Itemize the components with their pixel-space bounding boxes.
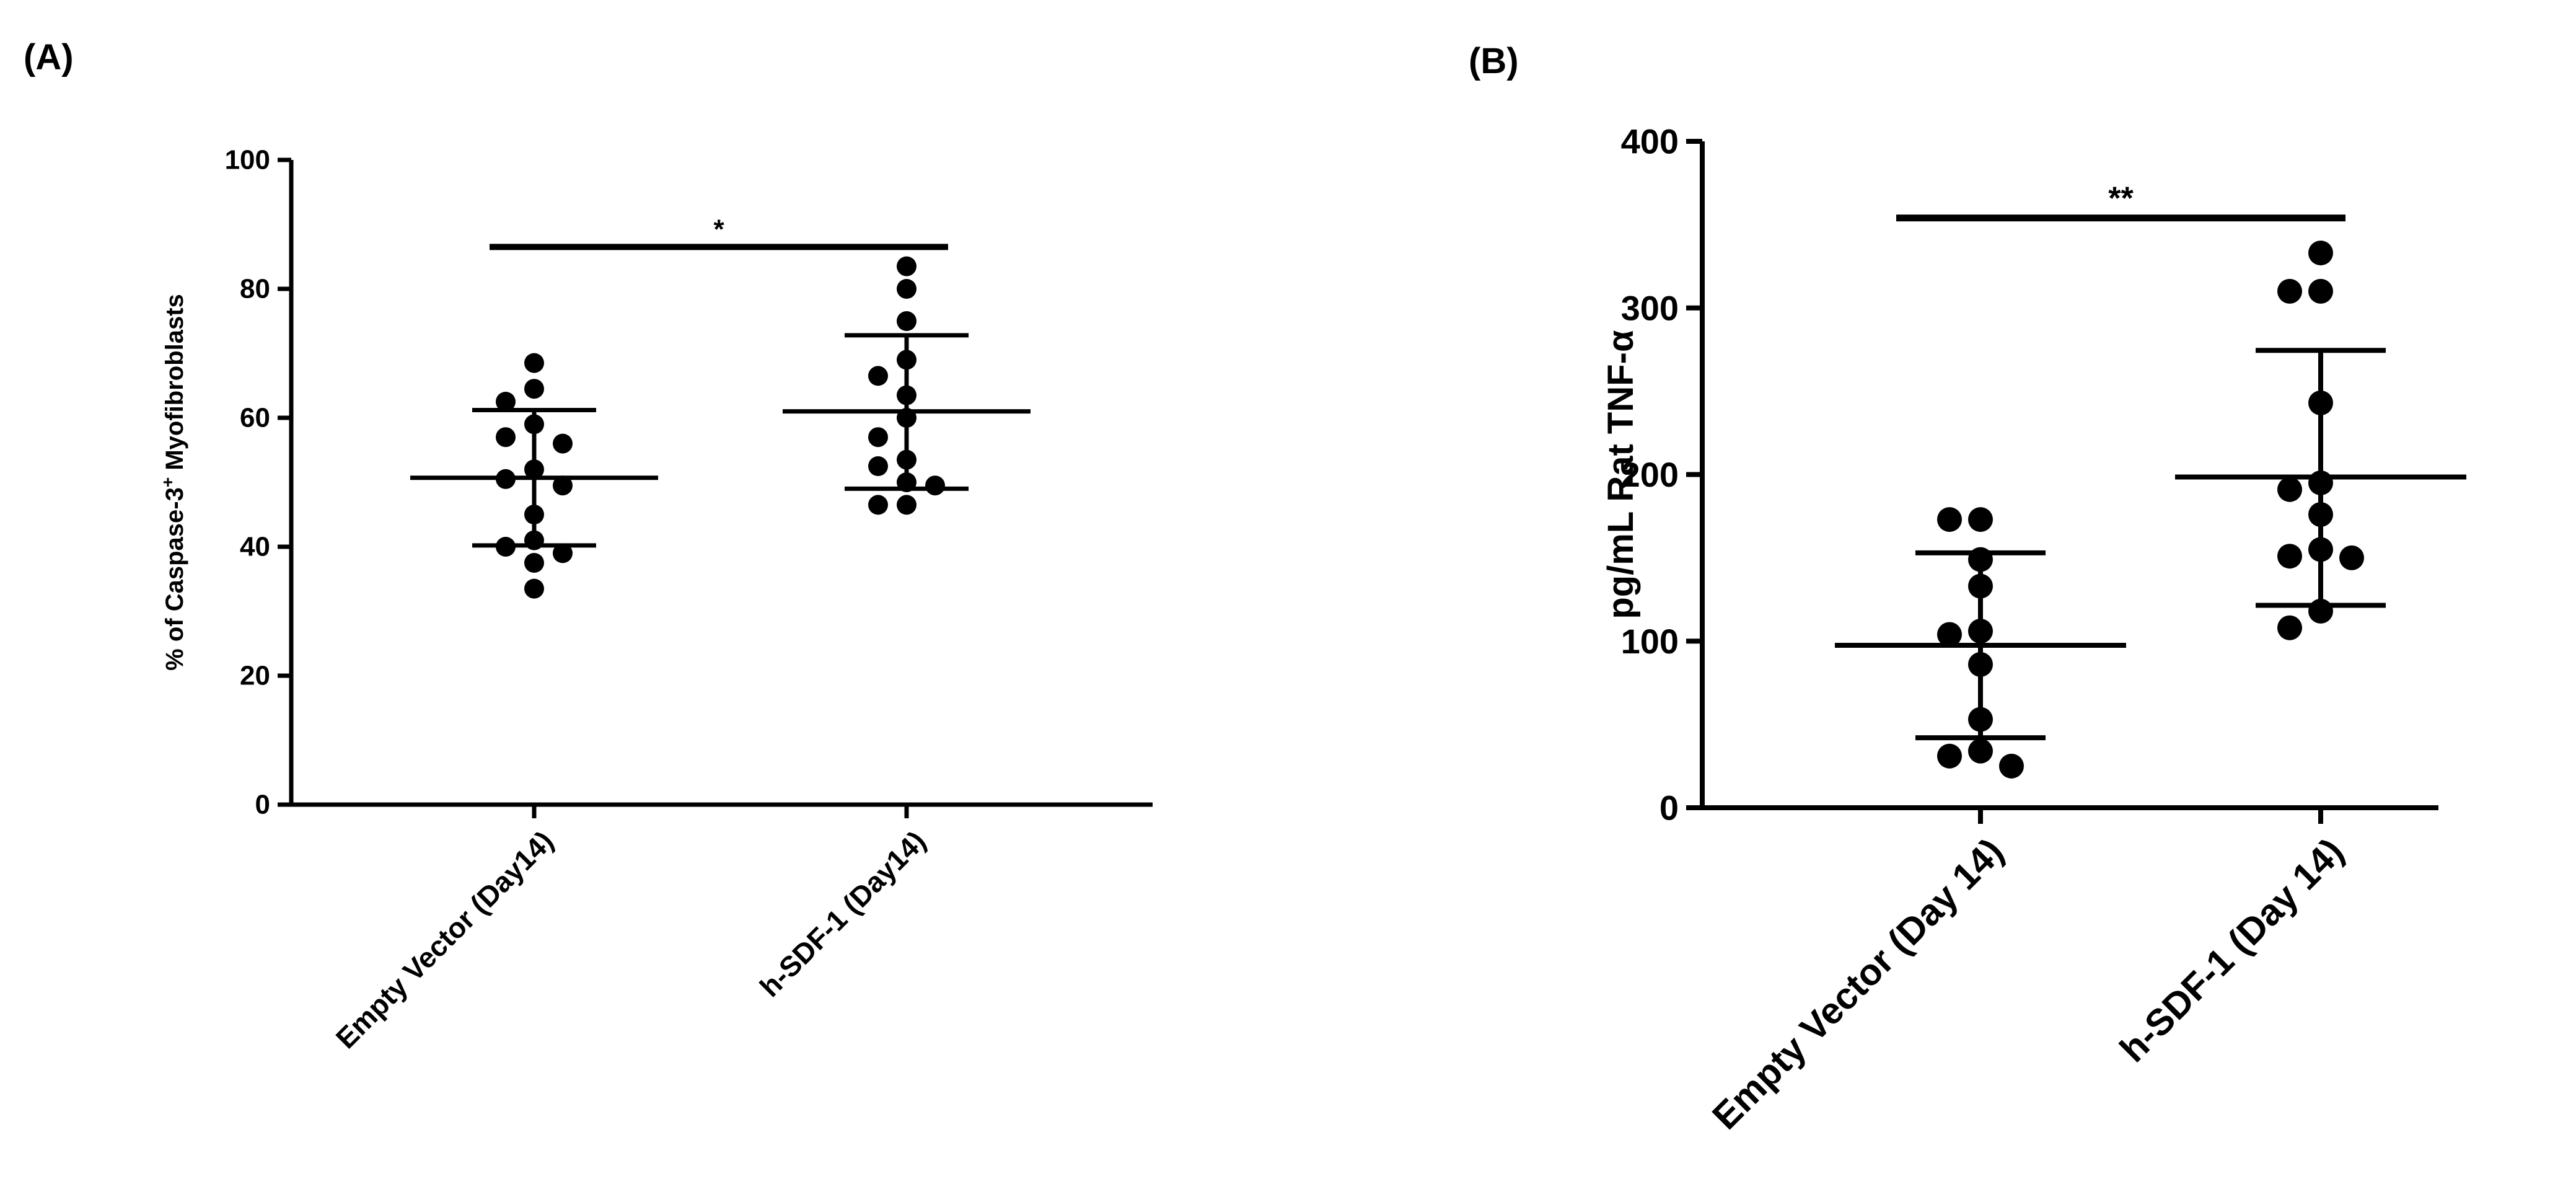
data-point [2308,470,2333,495]
y-tick-label: 0 [1659,789,1679,828]
data-point [524,459,544,480]
y-tick-label: 60 [240,403,270,433]
data-point [897,408,917,428]
data-point [2308,278,2333,304]
chart-b: 0 100 200 300 400 pg/mL Rat TNF-α Empty Vector… [1601,122,2466,1138]
data-point [1968,619,1993,644]
data-point [524,379,544,399]
data-point [2277,615,2302,640]
x-category-label: h-SDF-1 (Day14) [754,824,932,1003]
data-point [524,353,544,373]
data-point [553,543,573,563]
data-point [897,449,917,470]
chart-a: 0 20 40 60 80 100 % of Caspase-3+ Myofibroblas… [158,145,1153,1054]
y-axis-title: pg/mL Rat TNF-α [1601,330,1641,619]
y-tick-label: 40 [240,532,270,562]
y-tick-label: 80 [240,274,270,304]
data-point [496,392,516,412]
data-point [524,578,544,599]
data-point [553,475,573,496]
data-point [1968,507,1993,532]
data-point [868,366,888,386]
y-tick-label: 400 [1621,122,1679,161]
data-point [496,469,516,489]
data-point [2339,545,2364,570]
y-tick-label: 100 [1621,622,1679,661]
data-point [1937,743,1962,769]
data-point [1999,753,2024,779]
data-point [2308,598,2333,624]
significance-label: ** [2108,181,2134,217]
data-point [496,537,516,557]
x-category-label: h-SDF-1 (Day 14) [2112,830,2352,1070]
y-tick-label: 100 [225,145,270,175]
data-point [2308,390,2333,415]
data-point [897,495,917,515]
y-tick-label: 20 [240,661,270,691]
data-point [2277,278,2302,304]
data-point [1937,622,1962,647]
data-point [897,279,917,299]
y-axis-title: % of Caspase-3+ Myofibroblasts [158,294,189,671]
panel-label-b: (B) [1469,41,1519,81]
data-point [524,553,544,573]
data-point [2277,477,2302,502]
data-point [925,475,945,496]
y-tick-label: 300 [1621,288,1679,327]
data-point [1968,547,1993,572]
data-point [2308,537,2333,562]
data-point [524,414,544,435]
data-point [1968,738,1993,764]
data-point [2308,241,2333,266]
data-point [2277,544,2302,569]
data-point [496,427,516,448]
data-point [897,350,917,370]
data-point [553,433,573,454]
data-point [868,427,888,448]
significance-label: * [713,214,724,244]
data-point [524,505,544,524]
data-point [524,530,544,550]
data-point [1937,507,1962,532]
y-tick-label: 200 [1621,455,1679,494]
x-category-label: Empty Vector (Day 14) [1704,830,2011,1137]
x-category-label: Empty Vector (Day14) [330,824,560,1054]
data-point [897,311,917,331]
data-point [897,385,917,405]
data-point [1968,573,1993,599]
panel-label-a: (A) [24,37,74,77]
data-point [897,256,917,276]
data-point [868,456,888,476]
data-point [1968,707,1993,732]
data-point [897,472,917,492]
data-point [1968,652,1993,677]
y-tick-label: 0 [255,790,270,820]
data-point [2308,502,2333,527]
data-point [868,495,888,515]
